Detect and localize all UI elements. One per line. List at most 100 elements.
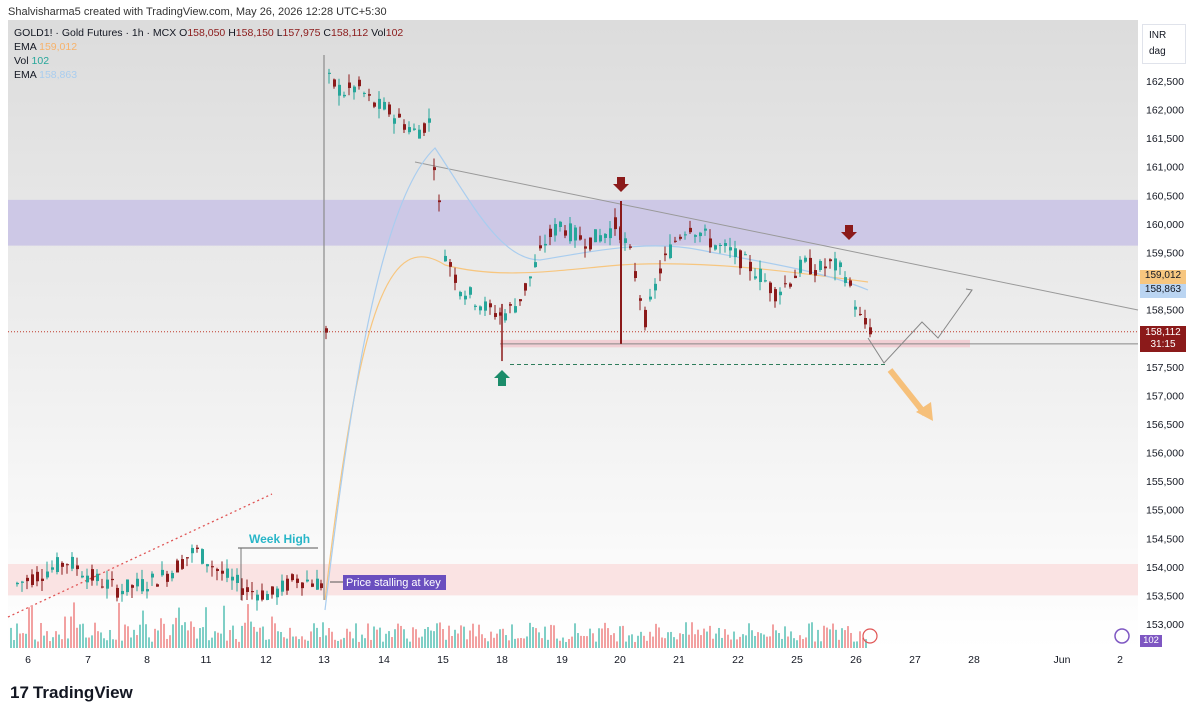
volume-bar [439, 622, 441, 648]
volume-bar [241, 625, 243, 648]
volume-bar [457, 633, 459, 648]
volume-bar [736, 639, 738, 648]
y-tick-label: 156,000 [1146, 448, 1184, 460]
x-tick-label: 14 [378, 654, 390, 666]
candle-body [829, 259, 832, 262]
candle-body [393, 118, 396, 124]
volume-bar [268, 639, 270, 648]
volume-bar [583, 635, 585, 648]
candle-body [176, 560, 179, 573]
volume-bar [172, 624, 174, 648]
volume-bar [277, 631, 279, 648]
volume-bar [577, 633, 579, 648]
indicator-volume[interactable]: Vol 102 [14, 54, 403, 68]
volume-bar [499, 629, 501, 648]
candle-body [286, 578, 289, 591]
candle-body [794, 275, 797, 279]
y-tick-label: 154,500 [1146, 533, 1184, 545]
x-tick-label: 13 [318, 654, 330, 666]
volume-bar [571, 636, 573, 648]
volume-bar [829, 629, 831, 648]
candle-body [106, 579, 109, 589]
candle-body [236, 574, 239, 583]
volume-bar [820, 641, 822, 648]
ema-fast-price: 158,863 [1144, 284, 1182, 295]
volume-bar [106, 640, 108, 648]
volume-bar [61, 639, 63, 648]
volume-bar [565, 641, 567, 648]
volume-bar [706, 631, 708, 648]
volume-bar [292, 636, 294, 648]
candle-body [729, 247, 732, 251]
candle-body [378, 98, 381, 109]
volume-bar [415, 629, 417, 648]
candle-body [111, 578, 114, 581]
symbol-row[interactable]: GOLD1! · Gold Futures · 1h · MCX O158,05… [14, 26, 403, 40]
volume-bar [700, 635, 702, 648]
volume-bar [226, 640, 228, 648]
candle-body [196, 547, 199, 550]
volume-bar [850, 632, 852, 648]
candle-body [864, 317, 867, 325]
x-tick-label: 15 [437, 654, 449, 666]
volume-bar [859, 631, 861, 648]
candle-body [171, 572, 174, 579]
candle-body [266, 593, 269, 600]
chart-legend: GOLD1! · Gold Futures · 1h · MCX O158,05… [14, 26, 403, 82]
volume-bar [427, 627, 429, 648]
volume-bar [562, 637, 564, 648]
volume-bar [616, 641, 618, 648]
volume-bar [298, 639, 300, 648]
goto-realtime-icon [1114, 628, 1130, 644]
volume-bar [364, 638, 366, 648]
volume-bar [730, 639, 732, 648]
volume-bar [532, 627, 534, 648]
ema-slow-line [324, 256, 869, 601]
volume-bar [229, 630, 231, 648]
volume-bar [643, 635, 645, 648]
candle-body [869, 327, 872, 335]
candle-body [251, 591, 254, 593]
candle-body [166, 573, 169, 582]
volume-bar [409, 641, 411, 648]
candle-body [226, 568, 229, 578]
volume-bar [547, 639, 549, 648]
candle-body [579, 235, 582, 240]
descending-trendline [414, 161, 1139, 311]
ohlc-high-label: H [228, 27, 236, 39]
volume-bar [151, 641, 153, 648]
indicator-ema-fast[interactable]: EMA 158,863 [14, 68, 403, 82]
volume-bar [766, 636, 768, 648]
candle-body [639, 298, 642, 301]
currency-label: INR [1149, 30, 1167, 41]
indicator-value: 158,863 [39, 69, 78, 81]
currency-unit-box[interactable]: INR dag [1142, 24, 1186, 64]
volume-bar [625, 641, 627, 648]
volume-bar [400, 625, 402, 648]
volume-bar [592, 633, 594, 648]
x-tick-label: 25 [791, 654, 803, 666]
y-tick-label: 160,500 [1146, 190, 1184, 202]
x-tick-label: 19 [556, 654, 568, 666]
volume-bar [124, 624, 126, 648]
tradingview-logo[interactable]: 17 TradingView [10, 683, 133, 703]
symbol-info: GOLD1! · Gold Futures · 1h · MCX [14, 27, 177, 39]
candle-body [664, 253, 667, 256]
volume-bar [634, 641, 636, 648]
ohlc-vol-label: Vol [371, 27, 386, 39]
indicator-ema-slow[interactable]: EMA 159,012 [14, 40, 403, 54]
volume-price-tag: 102 [1140, 635, 1162, 647]
ohlc-low: 157,975 [282, 27, 321, 39]
volume-last-value: 102 [1143, 635, 1159, 646]
candle-body [325, 328, 328, 333]
candle-body [121, 590, 124, 595]
indicator-label: EMA [14, 41, 37, 53]
candle-body [256, 594, 259, 601]
candle-body [388, 104, 391, 115]
candle-body [669, 244, 672, 259]
candle-body [584, 246, 587, 249]
x-tick-label: 18 [496, 654, 508, 666]
candle-body [509, 304, 512, 306]
volume-bar [88, 637, 90, 648]
